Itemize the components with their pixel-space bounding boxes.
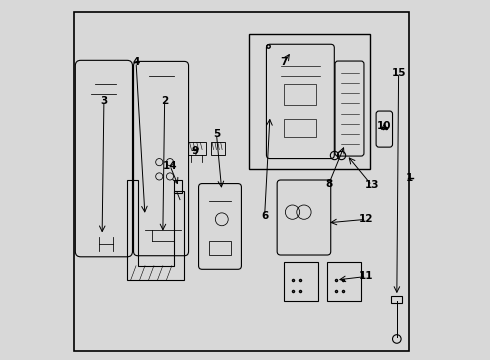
Text: 14: 14: [163, 161, 177, 171]
Bar: [188, 143, 206, 155]
Text: 12: 12: [359, 214, 374, 224]
Text: 11: 11: [359, 271, 374, 282]
Text: 8: 8: [325, 179, 333, 189]
Bar: [284, 262, 318, 301]
Text: 7: 7: [281, 57, 288, 67]
Text: 6: 6: [261, 211, 268, 221]
Bar: [173, 180, 182, 193]
Text: 2: 2: [161, 96, 168, 107]
Bar: [327, 262, 361, 301]
Bar: [211, 143, 225, 155]
Text: 10: 10: [377, 121, 392, 131]
Text: 3: 3: [100, 96, 107, 107]
Bar: [284, 84, 317, 105]
Text: 5: 5: [213, 129, 220, 139]
Text: 15: 15: [392, 68, 406, 78]
Text: 13: 13: [365, 180, 379, 190]
Text: 4: 4: [132, 57, 140, 67]
Text: 9: 9: [192, 147, 198, 157]
Bar: [248, 33, 370, 169]
Bar: [284, 119, 317, 137]
Text: 1: 1: [406, 173, 413, 183]
Bar: [392, 296, 402, 303]
Bar: [209, 241, 231, 255]
